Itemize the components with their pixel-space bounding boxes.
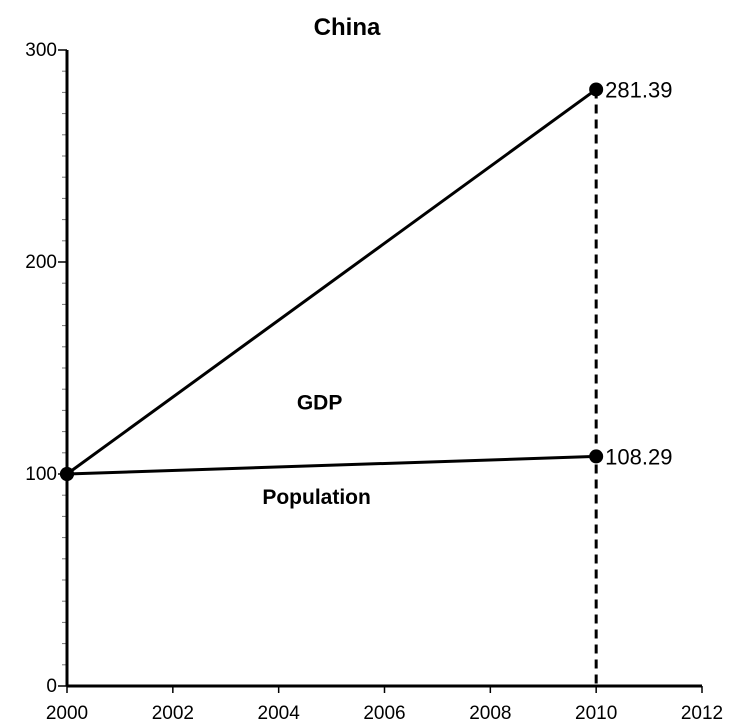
x-tick-label: 2012	[681, 703, 723, 724]
gdp-series-label: GDP	[297, 392, 343, 415]
x-tick-label: 2002	[152, 703, 194, 724]
axis-ticks	[58, 49, 703, 693]
population-end-value-label: 108.29	[605, 444, 672, 469]
population-line	[66, 454, 597, 476]
axis-labels: 0 100 200 300 2000 2002 2004 2006 2008 2010 2012	[25, 40, 723, 724]
y-tick-label: 200	[25, 252, 57, 273]
y-tick-label: 0	[46, 676, 57, 697]
population-series-label: Population	[262, 486, 371, 509]
gdp-end-value-label: 281.39	[605, 77, 672, 102]
x-tick-label: 2008	[469, 703, 511, 724]
population-point	[60, 467, 74, 481]
x-tick-label: 2010	[575, 703, 617, 724]
population-point	[589, 449, 604, 464]
x-tick-label: 2004	[258, 703, 301, 724]
x-tick-label: 2006	[363, 703, 405, 724]
gdp-line	[66, 88, 598, 476]
gdp-point	[589, 82, 604, 97]
y-tick-label: 300	[25, 40, 57, 61]
chart-title: China	[314, 14, 381, 41]
y-tick-label: 100	[25, 464, 57, 485]
series-group: 281.39 GDP 108.29 Population	[60, 77, 672, 509]
x-tick-label: 2000	[46, 703, 88, 724]
